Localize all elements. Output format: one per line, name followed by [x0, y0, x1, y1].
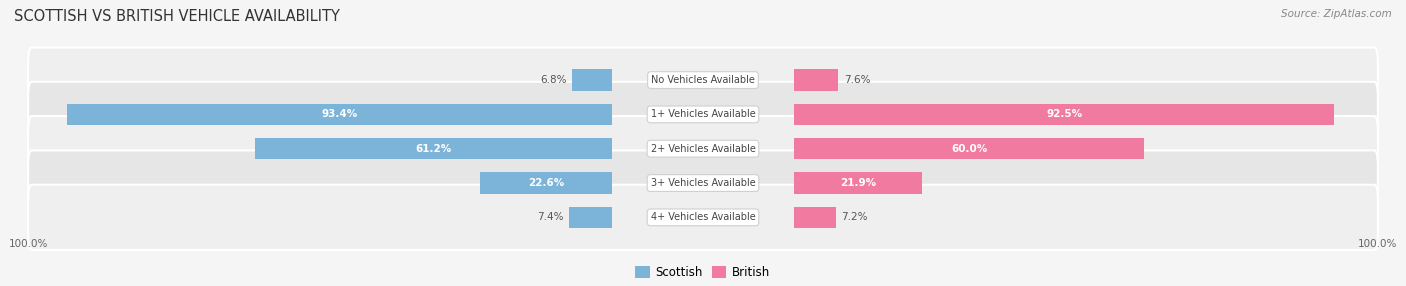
FancyBboxPatch shape — [28, 150, 1378, 216]
Bar — [572, 69, 612, 91]
Text: 21.9%: 21.9% — [839, 178, 876, 188]
Text: 6.8%: 6.8% — [540, 75, 567, 85]
Text: 61.2%: 61.2% — [415, 144, 451, 154]
Bar — [794, 104, 1334, 125]
Text: SCOTTISH VS BRITISH VEHICLE AVAILABILITY: SCOTTISH VS BRITISH VEHICLE AVAILABILITY — [14, 9, 340, 23]
Bar — [254, 138, 612, 159]
Bar — [568, 207, 612, 228]
Text: 22.6%: 22.6% — [527, 178, 564, 188]
Bar — [66, 104, 612, 125]
FancyBboxPatch shape — [28, 47, 1378, 113]
FancyBboxPatch shape — [28, 82, 1378, 147]
Text: Source: ZipAtlas.com: Source: ZipAtlas.com — [1281, 9, 1392, 19]
Text: 60.0%: 60.0% — [950, 144, 987, 154]
Text: 92.5%: 92.5% — [1046, 110, 1083, 119]
Text: 2+ Vehicles Available: 2+ Vehicles Available — [651, 144, 755, 154]
FancyBboxPatch shape — [28, 116, 1378, 181]
Legend: Scottish, British: Scottish, British — [631, 261, 775, 283]
Bar — [794, 69, 838, 91]
FancyBboxPatch shape — [28, 185, 1378, 250]
Text: 93.4%: 93.4% — [321, 110, 357, 119]
Text: 1+ Vehicles Available: 1+ Vehicles Available — [651, 110, 755, 119]
Text: No Vehicles Available: No Vehicles Available — [651, 75, 755, 85]
Text: 7.4%: 7.4% — [537, 212, 564, 222]
Text: 7.2%: 7.2% — [842, 212, 868, 222]
Text: 4+ Vehicles Available: 4+ Vehicles Available — [651, 212, 755, 222]
Bar — [794, 207, 837, 228]
Text: 3+ Vehicles Available: 3+ Vehicles Available — [651, 178, 755, 188]
Bar — [794, 172, 922, 194]
Text: 7.6%: 7.6% — [844, 75, 870, 85]
Bar — [794, 138, 1144, 159]
Bar — [479, 172, 612, 194]
